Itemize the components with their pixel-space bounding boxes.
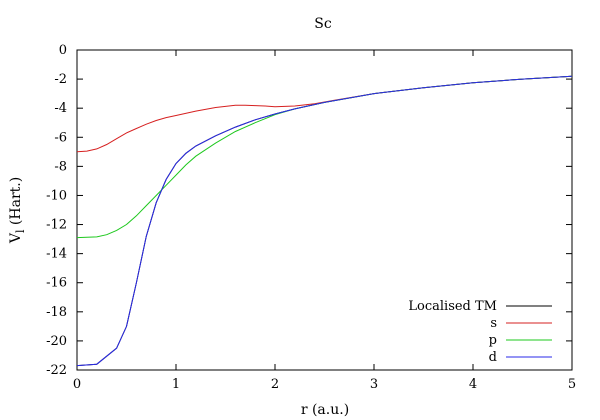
y-tick-label: -10: [46, 188, 67, 203]
x-tick-label: 0: [73, 377, 81, 392]
y-axis-label-rest: (Hart.): [8, 177, 24, 230]
y-axis-label-main: V: [8, 232, 24, 244]
y-tick-label: -14: [46, 247, 67, 262]
series-line-3: [76, 75, 573, 367]
y-tick-label: -16: [46, 276, 67, 291]
y-tick-label: 0: [59, 43, 67, 58]
y-tick-label: -4: [54, 101, 67, 116]
x-tick-label: 4: [469, 377, 477, 392]
legend-label: Localised TM: [408, 299, 497, 314]
y-tick-label: -22: [46, 363, 67, 378]
legend-label: s: [490, 316, 497, 331]
y-tick-label: -6: [54, 130, 67, 145]
y-axis-label: Vl (Hart.): [8, 177, 27, 244]
legend-label: d: [489, 350, 497, 365]
series-lines: [76, 75, 573, 367]
x-axis-label: r (a.u.): [301, 402, 349, 418]
y-tick-label: -2: [54, 72, 67, 87]
series-line-1: [76, 75, 573, 153]
x-tick-label: 5: [568, 377, 576, 392]
legend: Localised TM spd: [408, 299, 552, 365]
y-tick-label: -20: [46, 334, 67, 349]
x-tick-label: 3: [370, 377, 378, 392]
series-line-2: [76, 75, 573, 239]
axis-ticks: 0 1 2 3 4 5 0 -2 -4 -6 -8 -10 -12 -14 -16 -18 -20 -22: [46, 43, 576, 392]
y-tick-label: -8: [54, 159, 67, 174]
chart-title: Sc: [314, 16, 332, 32]
y-axis-label-sub: l: [14, 229, 27, 233]
legend-label: p: [489, 333, 497, 348]
y-tick-label: -18: [46, 305, 67, 320]
x-tick-label: 1: [172, 377, 180, 392]
x-tick-label: 2: [271, 377, 279, 392]
plot-frame: [76, 49, 573, 371]
y-tick-label: -12: [46, 218, 67, 233]
